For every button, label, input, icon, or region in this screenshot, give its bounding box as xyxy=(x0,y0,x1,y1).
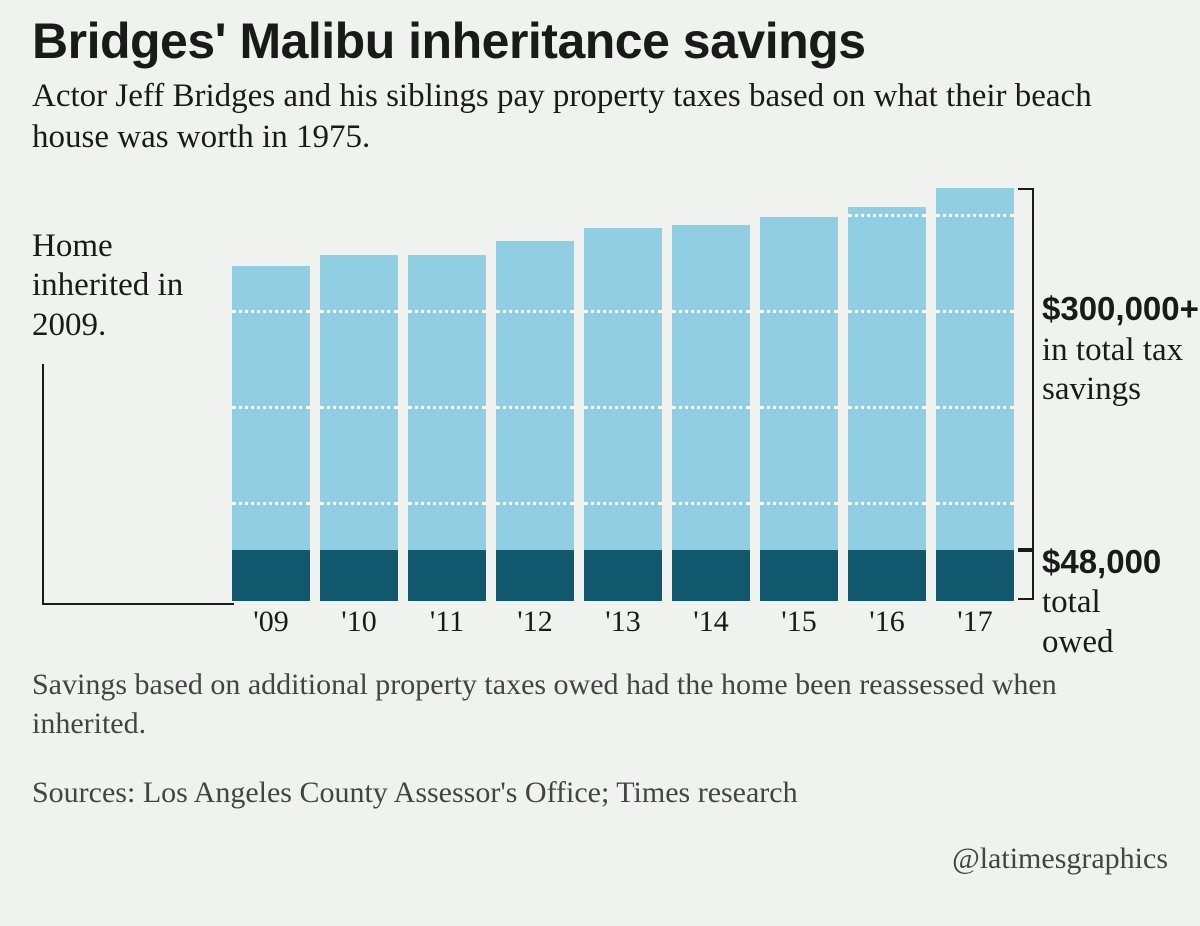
bar: '14 xyxy=(672,225,750,600)
bar: '16 xyxy=(848,207,926,601)
bar-segment-savings xyxy=(672,225,750,549)
chart-title: Bridges' Malibu inheritance savings xyxy=(32,12,1168,70)
bar-segment-savings xyxy=(232,266,310,549)
owed-text: total owed xyxy=(1042,584,1113,660)
bar-segment-savings xyxy=(496,241,574,550)
bar-segment-savings xyxy=(936,188,1014,550)
bar-segment-owed xyxy=(672,550,750,601)
bar: '11 xyxy=(408,255,486,601)
bar-segment-owed xyxy=(496,550,574,601)
footnote: Savings based on additional property tax… xyxy=(32,665,1168,743)
gridlines xyxy=(760,217,838,550)
bar: '12 xyxy=(496,241,574,601)
bar-segment-savings xyxy=(408,255,486,550)
gridlines xyxy=(672,225,750,549)
savings-amount: $300,000+ xyxy=(1042,290,1199,327)
x-axis-label: '16 xyxy=(848,605,926,639)
bar-segment-savings xyxy=(320,255,398,550)
bar-segment-owed xyxy=(584,550,662,601)
gridlines xyxy=(320,255,398,550)
bar: '15 xyxy=(760,217,838,601)
x-axis-label: '15 xyxy=(760,605,838,639)
x-axis-label: '17 xyxy=(936,605,1014,639)
bar: '09 xyxy=(232,266,310,600)
gridlines xyxy=(232,266,310,549)
bar-segment-owed xyxy=(320,550,398,601)
bar-segment-owed xyxy=(760,550,838,601)
bar: '13 xyxy=(584,228,662,600)
x-axis-label: '10 xyxy=(320,605,398,639)
bar-segment-owed xyxy=(848,550,926,601)
gridlines xyxy=(936,188,1014,550)
chart-area: Home inherited in 2009. '09'10'11'12'13'… xyxy=(32,169,1168,639)
bar-segment-owed xyxy=(232,550,310,601)
callout-owed: $48,000 total owed xyxy=(1042,542,1168,663)
inherit-pointer-line xyxy=(42,364,44,605)
sources: Sources: Los Angeles County Assessor's O… xyxy=(32,773,1168,812)
bracket-savings xyxy=(1020,188,1034,550)
gridlines xyxy=(848,207,926,550)
bar-segment-owed xyxy=(408,550,486,601)
bar-segment-owed xyxy=(936,550,1014,601)
right-callouts: $300,000+ in total tax savings $48,000 t… xyxy=(1014,169,1168,639)
bracket-owed xyxy=(1020,550,1034,601)
inherit-note: Home inherited in 2009. xyxy=(32,227,232,346)
bar: '10 xyxy=(320,255,398,601)
bar-segment-savings xyxy=(848,207,926,550)
gridlines xyxy=(408,255,486,550)
bar: '17 xyxy=(936,188,1014,601)
savings-text: in total tax savings xyxy=(1042,332,1183,408)
x-axis-label: '14 xyxy=(672,605,750,639)
x-axis-label: '12 xyxy=(496,605,574,639)
bar-segment-savings xyxy=(584,228,662,550)
x-axis-label: '11 xyxy=(408,605,486,639)
credit: @latimesgraphics xyxy=(32,842,1168,876)
callout-savings: $300,000+ in total tax savings xyxy=(1042,289,1199,410)
x-axis-label: '09 xyxy=(232,605,310,639)
bar-segment-savings xyxy=(760,217,838,550)
bar-chart: '09'10'11'12'13'14'15'16'17 xyxy=(232,169,1014,639)
owed-amount: $48,000 xyxy=(1042,543,1161,580)
gridlines xyxy=(584,228,662,550)
x-axis-label: '13 xyxy=(584,605,662,639)
gridlines xyxy=(496,241,574,550)
graphic-container: Bridges' Malibu inheritance savings Acto… xyxy=(0,0,1200,926)
left-annotation-column: Home inherited in 2009. xyxy=(32,169,232,639)
chart-subtitle: Actor Jeff Bridges and his siblings pay … xyxy=(32,76,1168,159)
